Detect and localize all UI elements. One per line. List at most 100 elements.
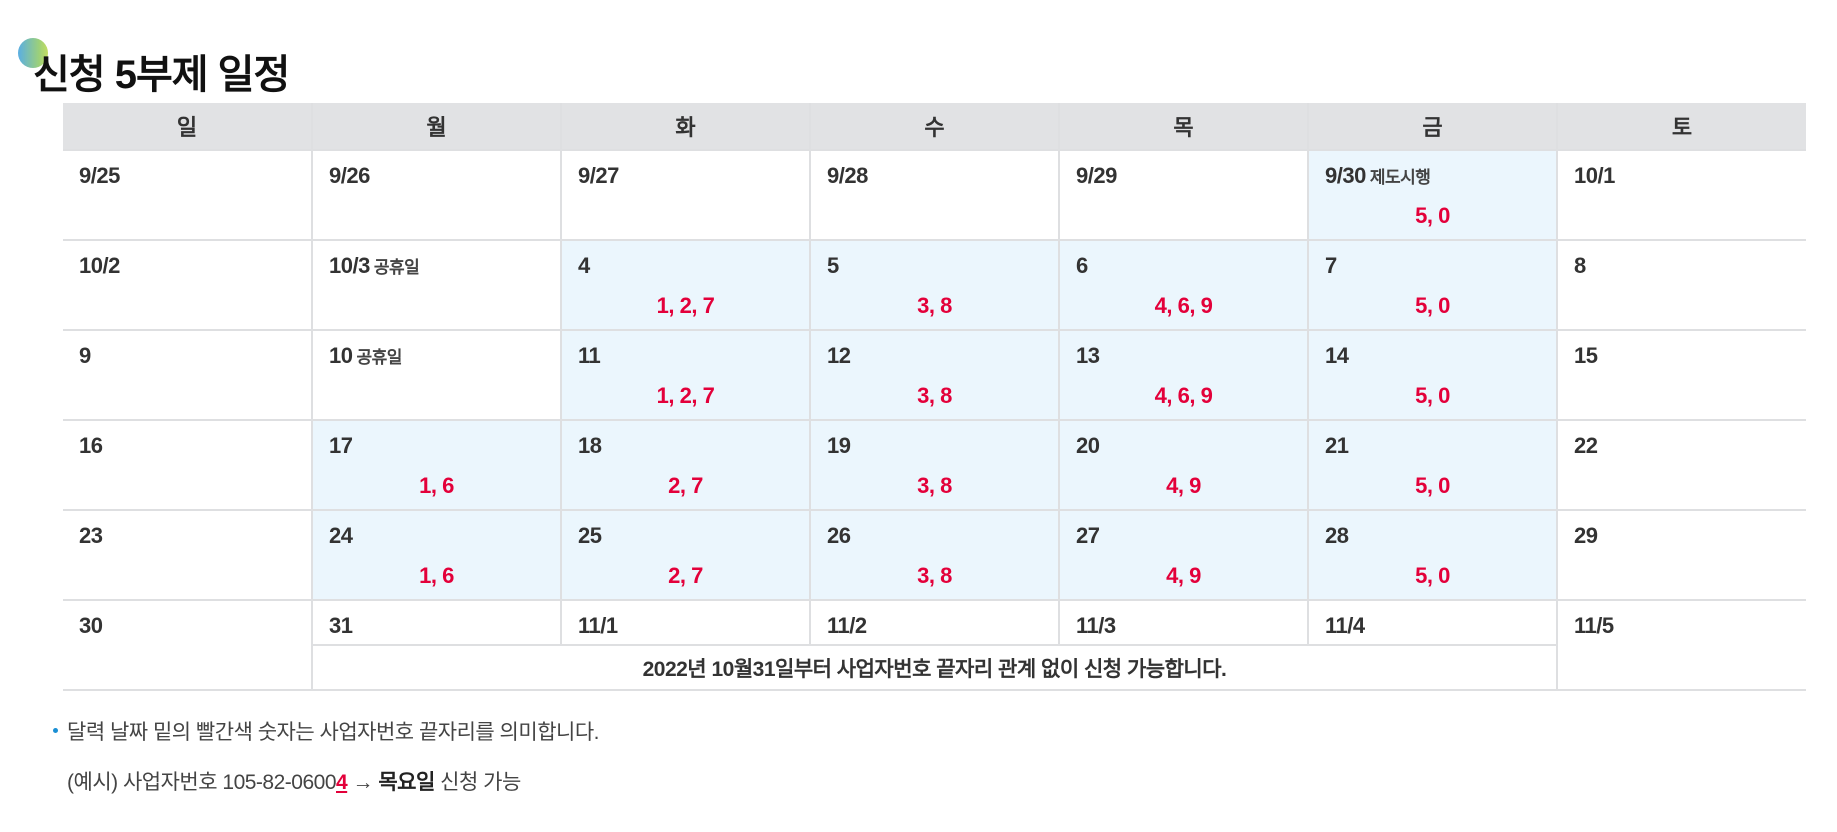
day-cell: 26 3, 8 xyxy=(809,509,1060,601)
day-date-wrap: 13 xyxy=(1076,343,1100,369)
day-date: 13 xyxy=(1076,343,1100,368)
day-cell: 14 5, 0 xyxy=(1307,329,1558,421)
calendar-week: 16 17 1, 6 18 2, 7 19 3, 8 20 4, 9 21 5, 0 22 xyxy=(63,419,1806,511)
day-cell: 13 4, 6, 9 xyxy=(1058,329,1309,421)
day-date-wrap: 15 xyxy=(1574,343,1598,369)
day-date-wrap: 8 xyxy=(1574,253,1586,279)
day-cell: 9 xyxy=(63,329,313,421)
day-date: 11/3 xyxy=(1076,613,1116,638)
note-text: 달력 날짜 밑의 빨간색 숫자는 사업자번호 끝자리를 의미합니다. xyxy=(67,721,600,744)
example-suffix: 신청 가능 xyxy=(434,771,521,794)
day-date: 10 xyxy=(329,343,353,368)
day-tag: 제도시행 xyxy=(1369,168,1431,187)
schedule-calendar: 일 월 화 수 목 금 토 9/25 9/26 9/27 9/28 9/29 9/30 제도… xyxy=(63,103,1806,691)
day-date-wrap: 23 xyxy=(79,523,103,549)
day-date: 31 xyxy=(329,613,353,638)
day-cell: 30 xyxy=(63,599,313,691)
day-cell: 9/26 xyxy=(311,149,562,241)
day-date-wrap: 12 xyxy=(827,343,851,369)
day-cell: 27 4, 9 xyxy=(1058,509,1309,601)
day-date-wrap: 25 xyxy=(578,523,602,549)
day-date: 11 xyxy=(578,343,601,368)
arrow-icon: → xyxy=(347,771,379,794)
business-number-digits: 1, 6 xyxy=(419,473,454,498)
day-cell: 16 xyxy=(63,419,313,511)
day-date-wrap: 22 xyxy=(1574,433,1598,459)
weekday-wed: 수 xyxy=(809,103,1060,151)
day-cell: 10/1 xyxy=(1556,149,1806,241)
calendar-week: 9/25 9/26 9/27 9/28 9/29 9/30 제도시행 5, 0 10/1 xyxy=(63,149,1806,241)
day-cell: 20 4, 9 xyxy=(1058,419,1309,511)
day-date: 21 xyxy=(1325,433,1349,458)
day-date: 22 xyxy=(1574,433,1598,458)
day-date: 14 xyxy=(1325,343,1349,368)
day-date-wrap: 9 xyxy=(79,343,91,369)
day-date: 9/30 xyxy=(1325,163,1366,188)
day-date-wrap: 27 xyxy=(1076,523,1100,549)
day-tag: 공휴일 xyxy=(373,258,420,277)
day-date-wrap: 18 xyxy=(578,433,602,459)
day-date-wrap: 9/30 제도시행 xyxy=(1325,163,1431,189)
bullet-icon xyxy=(53,727,58,733)
business-number-digits: 5, 0 xyxy=(1415,203,1450,228)
business-number-digits: 5, 0 xyxy=(1415,383,1450,408)
day-date: 11/4 xyxy=(1325,613,1365,638)
day-cell: 5 3, 8 xyxy=(809,239,1060,331)
business-number-digits: 1, 2, 7 xyxy=(656,383,715,408)
day-cell: 4 1, 2, 7 xyxy=(560,239,811,331)
day-date: 9 xyxy=(79,343,91,368)
calendar-note: 2022년 10월31일부터 사업자번호 끝자리 관계 없이 신청 가능합니다. xyxy=(312,644,1557,691)
day-tag: 공휴일 xyxy=(356,348,402,367)
business-number-digits: 3, 8 xyxy=(917,383,952,408)
day-date: 30 xyxy=(79,613,103,638)
day-date-wrap: 9/29 xyxy=(1076,163,1117,189)
example-prefix: (예시) 사업자번호 105-82-0600 xyxy=(67,771,337,794)
day-date: 16 xyxy=(79,433,103,458)
day-date: 17 xyxy=(329,433,353,458)
weekday-sat: 토 xyxy=(1556,103,1806,151)
day-date: 25 xyxy=(578,523,602,548)
day-cell: 18 2, 7 xyxy=(560,419,811,511)
day-date: 9/27 xyxy=(578,163,619,188)
day-cell: 9/25 xyxy=(63,149,313,241)
day-date-wrap: 7 xyxy=(1325,253,1337,279)
day-date-wrap: 9/26 xyxy=(329,163,370,189)
day-cell: 17 1, 6 xyxy=(311,419,562,511)
day-cell: 25 2, 7 xyxy=(560,509,811,601)
note-example: (예시) 사업자번호 105-82-06004 → 목요일 신청 가능 xyxy=(53,768,599,818)
day-cell: 9/30 제도시행 5, 0 xyxy=(1307,149,1558,241)
day-cell: 15 xyxy=(1556,329,1806,421)
day-date: 18 xyxy=(578,433,602,458)
day-date-wrap: 14 xyxy=(1325,343,1349,369)
day-date-wrap: 11 xyxy=(578,343,601,369)
calendar-week-last: 30 31 11/1 11/2 11/3 11/4 11/5 xyxy=(63,599,1806,691)
day-date-wrap: 16 xyxy=(79,433,103,459)
day-date: 29 xyxy=(1574,523,1598,548)
weekday-sun: 일 xyxy=(63,103,313,151)
calendar-week: 9 10 공휴일 11 1, 2, 7 12 3, 8 13 4, 6, 9 14 5, 0 15 xyxy=(63,329,1806,421)
day-date: 20 xyxy=(1076,433,1100,458)
day-date-wrap: 9/28 xyxy=(827,163,868,189)
calendar-note-row: 2022년 10월31일부터 사업자번호 끝자리 관계 없이 신청 가능합니다. xyxy=(63,644,1806,691)
day-cell: 9/29 xyxy=(1058,149,1309,241)
example-day: 목요일 xyxy=(378,771,435,794)
weekday-thu: 목 xyxy=(1058,103,1309,151)
weekday-header-row: 일 월 화 수 목 금 토 xyxy=(63,103,1806,151)
business-number-digits: 5, 0 xyxy=(1415,563,1450,588)
day-cell: 10 공휴일 xyxy=(311,329,562,421)
day-cell: 11/1 xyxy=(560,599,811,646)
day-cell: 21 5, 0 xyxy=(1307,419,1558,511)
day-cell: 7 5, 0 xyxy=(1307,239,1558,331)
business-number-digits: 4, 6, 9 xyxy=(1154,293,1213,318)
business-number-digits: 1, 6 xyxy=(419,563,454,588)
day-date-wrap: 10/2 xyxy=(79,253,120,279)
day-date-wrap: 10 공휴일 xyxy=(329,343,402,369)
business-number-digits: 1, 2, 7 xyxy=(656,293,715,318)
day-cell: 11 1, 2, 7 xyxy=(560,329,811,421)
day-date-wrap: 21 xyxy=(1325,433,1349,459)
business-number-digits: 3, 8 xyxy=(917,293,952,318)
day-cell: 11/5 xyxy=(1556,599,1806,691)
note-line-1: 달력 날짜 밑의 빨간색 숫자는 사업자번호 끝자리를 의미합니다. xyxy=(53,718,600,768)
day-date: 4 xyxy=(578,253,590,278)
day-date-wrap: 20 xyxy=(1076,433,1100,459)
